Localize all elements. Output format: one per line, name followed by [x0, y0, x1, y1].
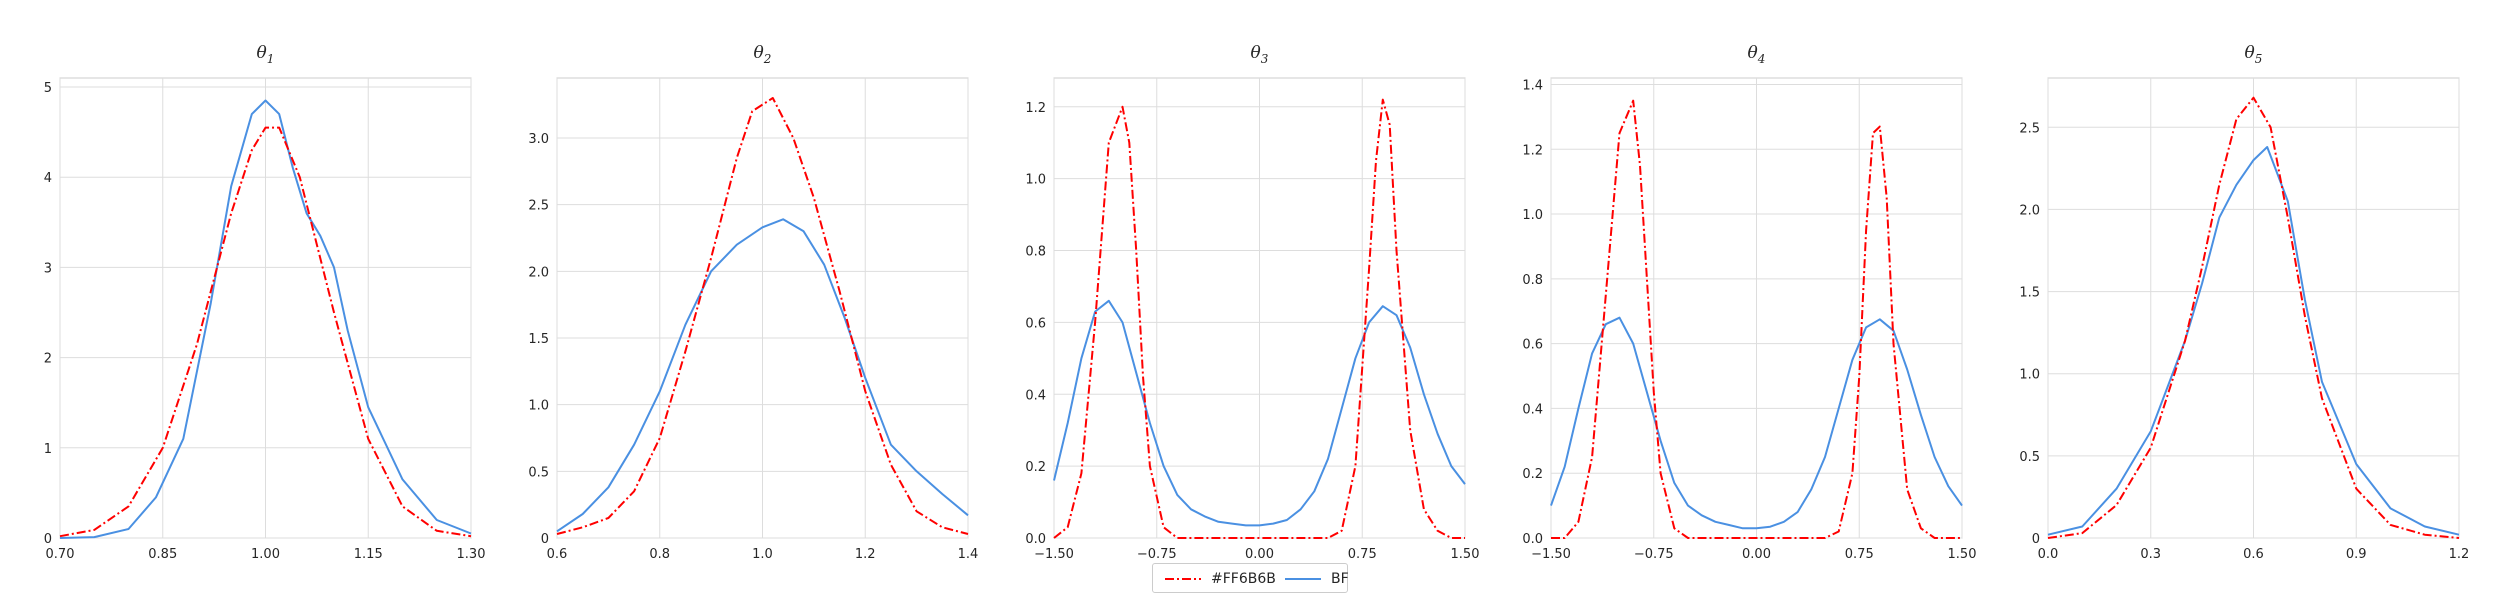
y-tick-label: 0.5: [2019, 450, 2040, 465]
panel-title-symbol: θ: [257, 43, 267, 63]
y-tick-label: 0.0: [1522, 532, 1543, 547]
y-tick-label: 0.8: [1025, 245, 1046, 260]
panel-title-symbol: θ: [1251, 43, 1261, 63]
x-tick-label: 0.3: [2140, 547, 2161, 562]
x-tick-label: 0.85: [148, 547, 177, 562]
x-tick-label: 1.0: [752, 547, 773, 562]
y-tick-label: 1.0: [528, 399, 549, 414]
y-tick-label: 1.0: [1522, 208, 1543, 223]
x-tick-label: 1.15: [354, 547, 383, 562]
x-tick-label: 0.6: [547, 547, 568, 562]
y-tick-label: 0.6: [1522, 338, 1543, 353]
y-tick-label: 0.5: [528, 465, 549, 480]
x-tick-label: 1.2: [855, 547, 876, 562]
panel-title-subscript: 3: [1261, 52, 1269, 66]
y-tick-label: 0.0: [1025, 532, 1046, 547]
legend-swatch-bf: [1285, 578, 1321, 580]
panel-2: 0.6 0.8 1.0 1.2 1.4 0 0.5 1.0 1.5 2.0 2.5 3.0 θ2: [528, 43, 978, 562]
x-tick-label: 0.70: [46, 547, 75, 562]
series-line-bf: [556, 218, 969, 533]
series-line-ff6b6b: [556, 97, 969, 535]
x-tick-label: 1.4: [958, 547, 979, 562]
panel-title-symbol: θ: [754, 43, 764, 63]
panel-4: −1.50 −0.75 0.00 0.75 1.50 0.0 0.2 0.4 0.6 0.8 1.0…: [1522, 43, 1976, 562]
x-tick-label: −1.50: [1034, 547, 1074, 562]
series-line-bf: [59, 99, 472, 539]
y-tick-label: 3: [44, 261, 52, 276]
panel-title-subscript: 4: [1757, 52, 1766, 66]
x-tick-label: 1.30: [457, 547, 486, 562]
y-tick-label: 2.5: [528, 199, 549, 214]
x-tick-label: 0.6: [2243, 547, 2264, 562]
panel-3: −1.50 −0.75 0.00 0.75 1.50 0.0 0.2 0.4 0.6 0.8 1.0…: [1025, 43, 1479, 562]
x-tick-label: −0.75: [1634, 547, 1674, 562]
y-tick-label: 1.2: [1522, 143, 1543, 158]
series-line-ff6b6b: [59, 126, 472, 538]
y-tick-label: 0: [2032, 532, 2040, 547]
panel-title-symbol: θ: [1748, 43, 1758, 63]
legend-item-bf: BF: [1283, 569, 1349, 589]
y-tick-label: 2.0: [2019, 203, 2040, 218]
x-tick-label: 0.00: [1742, 547, 1771, 562]
panel-title-symbol: θ: [2245, 43, 2255, 63]
y-tick-label: 0: [541, 532, 549, 547]
panel-5-title: θ5: [2245, 43, 2263, 66]
y-tick-label: 1.0: [1025, 173, 1046, 188]
y-tick-label: 0.2: [1522, 467, 1543, 482]
x-tick-label: 0.9: [2346, 547, 2367, 562]
panel-3-title: θ3: [1251, 43, 1269, 66]
y-tick-label: 0.4: [1025, 388, 1046, 403]
y-tick-label: 0.6: [1025, 316, 1046, 331]
series-line-bf: [1550, 316, 1963, 530]
y-tick-label: 2: [44, 352, 52, 367]
y-tick-label: 1.4: [1522, 78, 1543, 93]
x-tick-label: 0.00: [1245, 547, 1274, 562]
y-tick-label: 2.5: [2019, 121, 2040, 136]
x-tick-label: −0.75: [1137, 547, 1177, 562]
x-tick-label: 0.0: [2038, 547, 2059, 562]
panel-4-title: θ4: [1748, 43, 1766, 66]
x-tick-label: 1.50: [1451, 547, 1480, 562]
x-tick-label: 0.75: [1845, 547, 1874, 562]
y-tick-label: 4: [44, 171, 52, 186]
panel-title-subscript: 2: [763, 52, 772, 66]
y-tick-label: 1.5: [528, 332, 549, 347]
x-tick-label: 1.00: [251, 547, 280, 562]
panel-title-subscript: 5: [2255, 52, 2263, 66]
x-tick-label: −1.50: [1531, 547, 1571, 562]
panel-1-title: θ1: [257, 43, 275, 66]
x-tick-label: 0.75: [1348, 547, 1377, 562]
panel-5: 0.0 0.3 0.6 0.9 1.2 0 0.5 1.0 1.5 2.0 2.5 θ5: [2019, 43, 2469, 562]
y-tick-label: 1: [44, 442, 52, 457]
y-tick-label: 2.0: [528, 265, 549, 280]
legend-item-ff6b6b: #FF6B6B: [1163, 569, 1276, 589]
legend: #FF6B6B BF: [1152, 563, 1349, 593]
series-line-ff6b6b: [1551, 99, 1962, 539]
x-tick-label: 1.2: [2449, 547, 2470, 562]
legend-label-ff6b6b: #FF6B6B: [1211, 571, 1276, 587]
panel-2-title: θ2: [754, 43, 772, 66]
y-tick-label: 0.4: [1522, 402, 1543, 417]
legend-label-bf: BF: [1331, 571, 1349, 587]
panel-title-subscript: 1: [267, 52, 275, 66]
y-tick-label: 0: [44, 532, 52, 547]
y-tick-label: 1.5: [2019, 286, 2040, 301]
legend-swatch-ff6b6b: [1165, 578, 1201, 580]
series-line-bf: [1053, 299, 1466, 527]
x-tick-label: 1.50: [1948, 547, 1977, 562]
y-tick-label: 1.0: [2019, 368, 2040, 383]
y-tick-label: 0.2: [1025, 460, 1046, 475]
series-line-bf: [2047, 146, 2460, 536]
y-tick-label: 3.0: [528, 132, 549, 147]
x-tick-label: 0.8: [649, 547, 670, 562]
y-tick-label: 1.2: [1025, 101, 1046, 116]
series-line-ff6b6b: [2047, 96, 2460, 539]
series-line-ff6b6b: [1053, 98, 1465, 539]
y-tick-label: 0.8: [1522, 273, 1543, 288]
y-tick-label: 5: [44, 81, 52, 96]
